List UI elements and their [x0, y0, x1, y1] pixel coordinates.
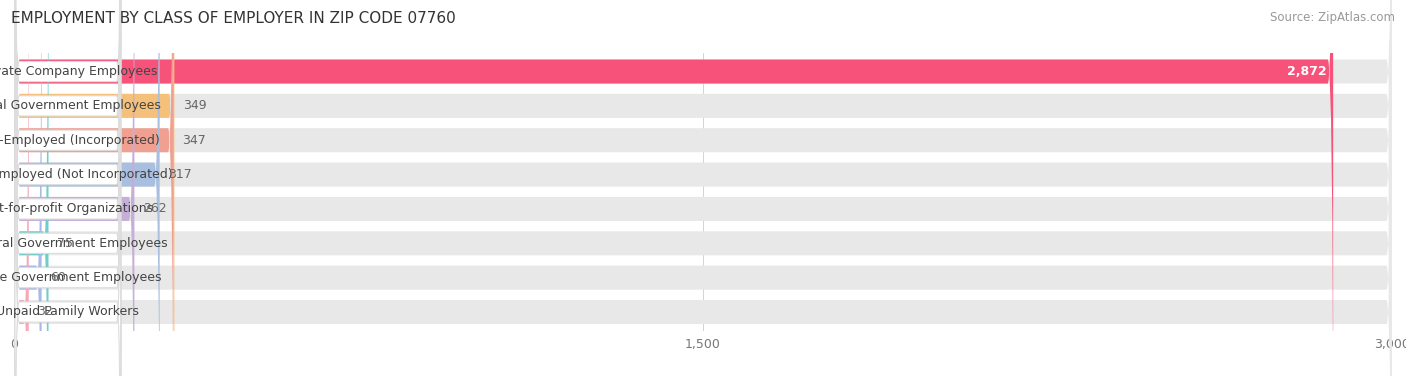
FancyBboxPatch shape — [15, 0, 121, 376]
FancyBboxPatch shape — [14, 0, 28, 376]
Text: Local Government Employees: Local Government Employees — [0, 99, 162, 112]
Text: 2,872: 2,872 — [1286, 65, 1326, 78]
FancyBboxPatch shape — [14, 0, 135, 376]
Text: Private Company Employees: Private Company Employees — [0, 65, 157, 78]
Text: EMPLOYMENT BY CLASS OF EMPLOYER IN ZIP CODE 07760: EMPLOYMENT BY CLASS OF EMPLOYER IN ZIP C… — [11, 11, 456, 26]
Text: 75: 75 — [56, 237, 73, 250]
FancyBboxPatch shape — [14, 0, 1392, 376]
Text: Unpaid Family Workers: Unpaid Family Workers — [0, 305, 139, 318]
FancyBboxPatch shape — [14, 0, 174, 376]
FancyBboxPatch shape — [14, 0, 1392, 376]
FancyBboxPatch shape — [15, 33, 121, 376]
FancyBboxPatch shape — [14, 0, 1392, 376]
FancyBboxPatch shape — [15, 0, 121, 376]
Text: 349: 349 — [183, 99, 207, 112]
Text: 317: 317 — [167, 168, 191, 181]
FancyBboxPatch shape — [15, 0, 121, 376]
Text: 347: 347 — [181, 134, 205, 147]
FancyBboxPatch shape — [14, 0, 48, 376]
Text: 60: 60 — [49, 271, 66, 284]
Text: Self-Employed (Not Incorporated): Self-Employed (Not Incorporated) — [0, 168, 173, 181]
FancyBboxPatch shape — [14, 0, 1392, 376]
FancyBboxPatch shape — [15, 0, 121, 376]
FancyBboxPatch shape — [15, 0, 121, 350]
Text: Self-Employed (Incorporated): Self-Employed (Incorporated) — [0, 134, 160, 147]
FancyBboxPatch shape — [14, 0, 1392, 376]
Text: 32: 32 — [37, 305, 53, 318]
Text: Source: ZipAtlas.com: Source: ZipAtlas.com — [1270, 11, 1395, 24]
FancyBboxPatch shape — [15, 0, 121, 376]
FancyBboxPatch shape — [14, 0, 160, 376]
Text: Federal Government Employees: Federal Government Employees — [0, 237, 169, 250]
Text: 262: 262 — [142, 202, 166, 215]
FancyBboxPatch shape — [14, 0, 42, 376]
FancyBboxPatch shape — [14, 0, 1392, 376]
Text: State Government Employees: State Government Employees — [0, 271, 162, 284]
Text: Not-for-profit Organizations: Not-for-profit Organizations — [0, 202, 153, 215]
FancyBboxPatch shape — [14, 0, 173, 376]
FancyBboxPatch shape — [14, 0, 1392, 376]
FancyBboxPatch shape — [14, 0, 1392, 376]
FancyBboxPatch shape — [15, 0, 121, 376]
FancyBboxPatch shape — [14, 0, 1333, 376]
